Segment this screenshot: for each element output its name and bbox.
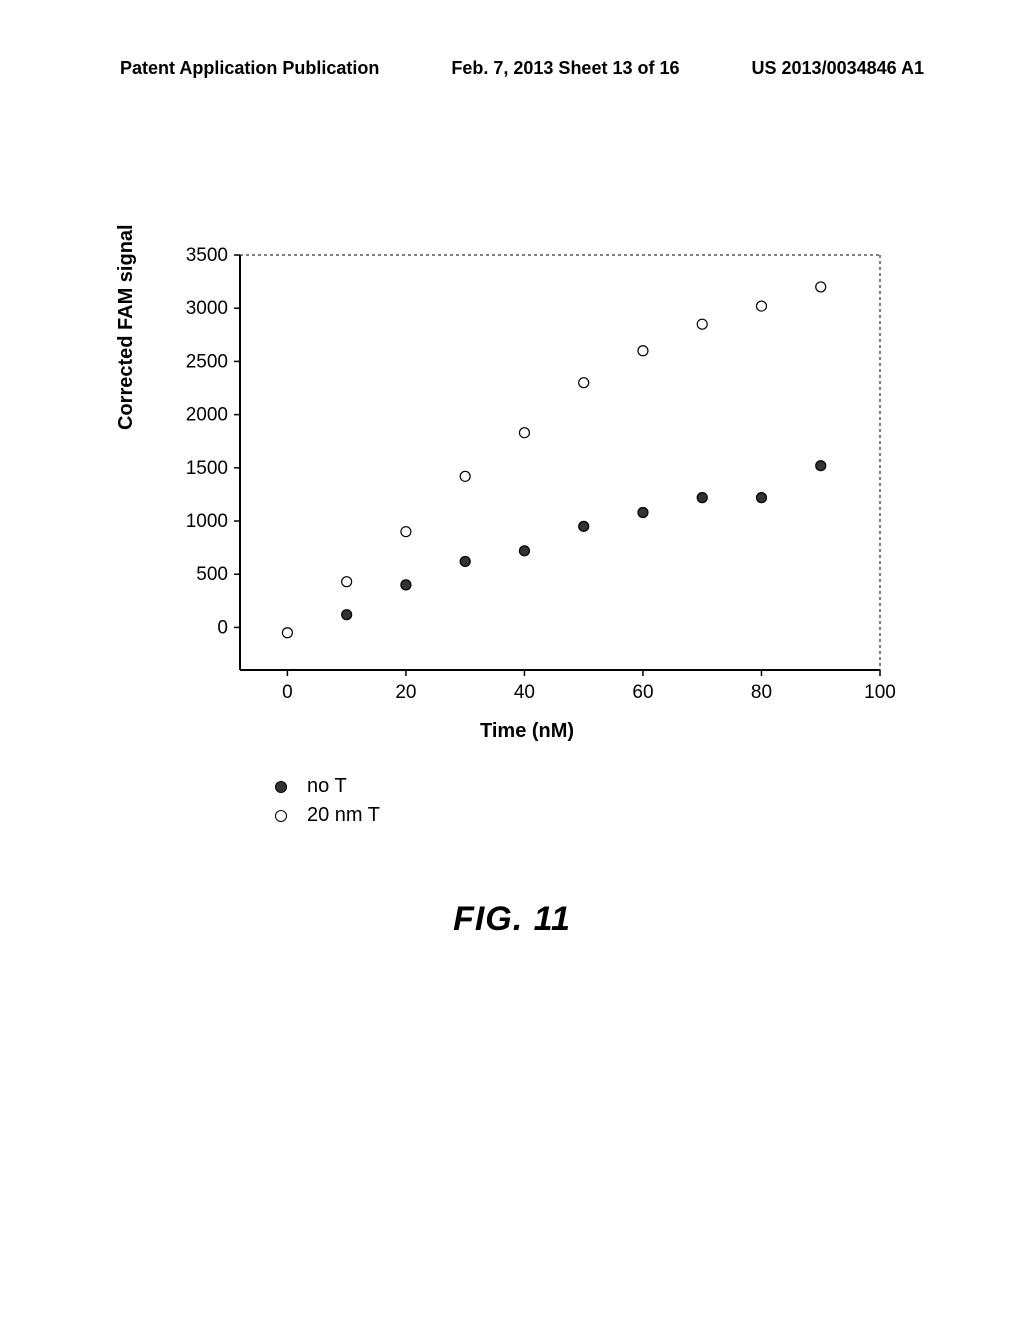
header-right: US 2013/0034846 A1 [752,58,924,79]
header-center: Feb. 7, 2013 Sheet 13 of 16 [451,58,679,79]
chart-svg: 0 500 1000 1500 2000 2500 3000 3500 0 20 40 60 80 100 [160,240,900,720]
svg-text:1500: 1500 [186,458,228,479]
legend-item: no T [275,775,380,798]
svg-text:2000: 2000 [186,405,228,426]
svg-text:2500: 2500 [186,351,228,372]
scatter-chart: 0 500 1000 1500 2000 2500 3000 3500 0 20 40 60 80 100 [160,240,900,720]
page-header: Patent Application Publication Feb. 7, 2… [0,58,1024,79]
filled-circle-icon [275,781,287,793]
svg-text:3000: 3000 [186,298,228,319]
svg-text:1000: 1000 [186,511,228,532]
svg-text:80: 80 [751,682,772,703]
legend-label: 20 nm T [307,804,380,827]
legend-label: no T [307,775,347,798]
y-axis-label: Corrected FAM signal [115,224,138,430]
open-circle-icon [275,810,287,822]
figure-caption: FIG. 11 [0,900,1024,939]
svg-text:500: 500 [196,564,228,585]
svg-text:100: 100 [864,682,896,703]
legend: no T 20 nm T [275,775,380,833]
x-axis-label: Time (nM) [480,720,574,743]
svg-text:40: 40 [514,682,535,703]
legend-item: 20 nm T [275,804,380,827]
svg-text:60: 60 [632,682,653,703]
svg-text:0: 0 [217,617,228,638]
svg-text:20: 20 [395,682,416,703]
header-left: Patent Application Publication [120,58,379,79]
svg-text:0: 0 [282,682,293,703]
svg-text:3500: 3500 [186,245,228,266]
